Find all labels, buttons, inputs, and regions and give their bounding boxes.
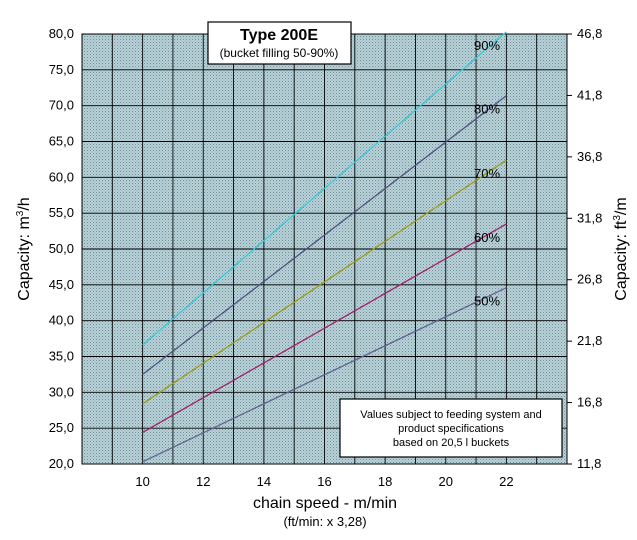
y2-tick-label: 21,8	[577, 333, 602, 348]
series-label-80pct: 80%	[474, 102, 500, 117]
series-label-60pct: 60%	[474, 230, 500, 245]
series-line-80pct	[142, 95, 507, 375]
x-tick-label: 18	[378, 474, 392, 489]
y2-tick-label: 46,8	[577, 26, 602, 41]
note-line-1: Values subject to feeding system and	[360, 409, 541, 421]
x-axis-sublabel: (ft/min: x 3,28)	[283, 514, 366, 529]
y-tick-label: 80,0	[49, 26, 74, 41]
y2-tick-label: 31,8	[577, 210, 602, 225]
y-tick-label: 65,0	[49, 134, 74, 149]
y-tick-label: 35,0	[49, 349, 74, 364]
note-box	[339, 398, 563, 458]
y-tick-label: 45,0	[49, 277, 74, 292]
chart-title: Type 200E	[240, 27, 318, 44]
x-axis-label: chain speed - m/min	[253, 495, 397, 512]
y-tick-label: 55,0	[49, 205, 74, 220]
series-line-90pct	[142, 31, 507, 346]
y-tick-label: 60,0	[49, 169, 74, 184]
x-tick-label: 14	[257, 474, 271, 489]
note-line-2: product specifications	[398, 423, 504, 435]
x-tick-label: 22	[499, 474, 513, 489]
x-tick-labels: 10 12 14 16 18 20 22	[135, 474, 513, 489]
y-tick-label: 40,0	[49, 313, 74, 328]
series-label-70pct: 70%	[474, 166, 500, 181]
series-line-50pct	[142, 287, 507, 463]
y-axis-label-right: Capacity: ft3/m	[612, 197, 630, 300]
x-tick-label: 20	[439, 474, 453, 489]
grid	[82, 33, 572, 465]
series-label-50pct: 50%	[474, 294, 500, 309]
y-axis-label-left: Capacity: m3/h	[15, 197, 33, 300]
note-line-3: based on 20,5 l buckets	[393, 437, 510, 449]
x-tick-label: 12	[196, 474, 210, 489]
series-label-90pct: 90%	[474, 38, 500, 53]
chart-subtitle: (bucket filling 50-90%)	[220, 46, 339, 60]
y-tick-label: 75,0	[49, 62, 74, 77]
series-labels: 50% 60% 70% 80% 90%	[474, 38, 500, 309]
y-tick-label: 25,0	[49, 420, 74, 435]
y2-tick-label: 11,8	[577, 456, 601, 471]
title-box	[207, 21, 352, 65]
y2-tick-labels: 11,8 16,8 21,8 26,8 31,8 36,8 41,8 46,8	[577, 26, 602, 471]
series-line-60pct	[142, 223, 507, 434]
y-tick-label: 70,0	[49, 98, 74, 113]
x-tick-label: 10	[135, 474, 149, 489]
y-tick-label: 50,0	[49, 241, 74, 256]
series-line-70pct	[142, 159, 507, 405]
y2-tick-label: 26,8	[577, 272, 602, 287]
x-tick-label: 16	[317, 474, 331, 489]
y2-tick-label: 41,8	[577, 87, 602, 102]
y-tick-label: 20,0	[49, 456, 74, 471]
y-tick-labels: 20,0 25,0 30,0 35,0 40,0 45,0 50,0 55,0 60,0 65,0…	[49, 26, 74, 471]
y-tick-label: 30,0	[49, 384, 74, 399]
y2-tick-label: 36,8	[577, 149, 602, 164]
y2-tick-label: 16,8	[577, 395, 602, 410]
series-lines	[142, 31, 507, 463]
